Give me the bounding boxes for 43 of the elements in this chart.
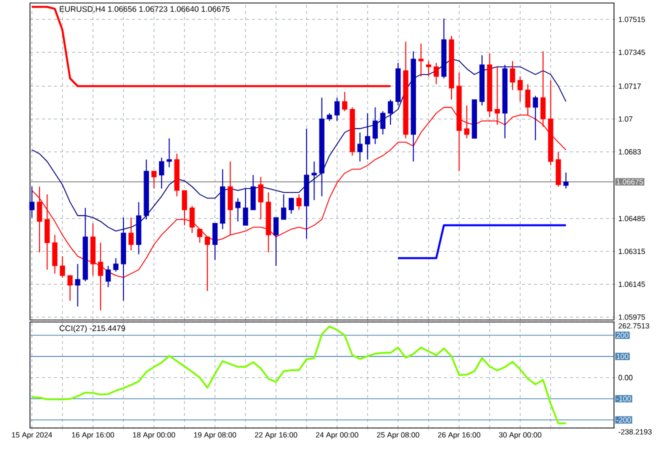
candlestick	[190, 205, 195, 234]
candlestick	[250, 174, 256, 210]
candlestick	[312, 160, 317, 201]
candlestick	[288, 198, 294, 214]
chart-title: CCI(27) -215.4479	[60, 325, 126, 333]
chart-title: EURUSD,H4 1.06656 1.06723 1.06640 1.06675	[60, 6, 230, 13]
candlestick	[364, 112, 370, 160]
candlestick	[242, 188, 248, 226]
candlestick	[166, 138, 172, 168]
candlestick	[296, 194, 302, 210]
candlestick	[52, 234, 58, 274]
candlestick	[60, 256, 66, 278]
candlestick	[426, 60, 432, 77]
candlestick	[151, 170, 157, 190]
candlestick	[212, 222, 218, 261]
candlestick	[258, 176, 264, 220]
candlestick	[563, 172, 569, 190]
candlestick	[273, 217, 279, 266]
candlestick	[75, 263, 80, 307]
candlestick	[228, 160, 233, 236]
candlestick	[106, 265, 111, 288]
candlestick	[518, 76, 523, 102]
candlestick	[128, 217, 134, 251]
candlestick	[44, 194, 50, 270]
candlestick	[357, 132, 363, 162]
candlestick	[159, 157, 164, 190]
candlestick	[434, 62, 439, 85]
candlestick	[532, 95, 538, 141]
candlestick	[182, 190, 188, 226]
candlestick	[380, 110, 386, 135]
candlestick	[197, 228, 202, 244]
candlestick	[388, 99, 394, 126]
candlestick	[113, 258, 118, 272]
candlestick	[235, 198, 240, 222]
candlestick	[36, 186, 42, 253]
candlestick	[29, 186, 34, 218]
candlestick	[372, 106, 378, 145]
candlestick	[342, 91, 348, 112]
candlestick	[334, 97, 340, 122]
candlestick	[281, 194, 286, 220]
candlestick	[418, 43, 424, 77]
candlestick	[510, 60, 516, 90]
candlestick	[67, 275, 73, 302]
